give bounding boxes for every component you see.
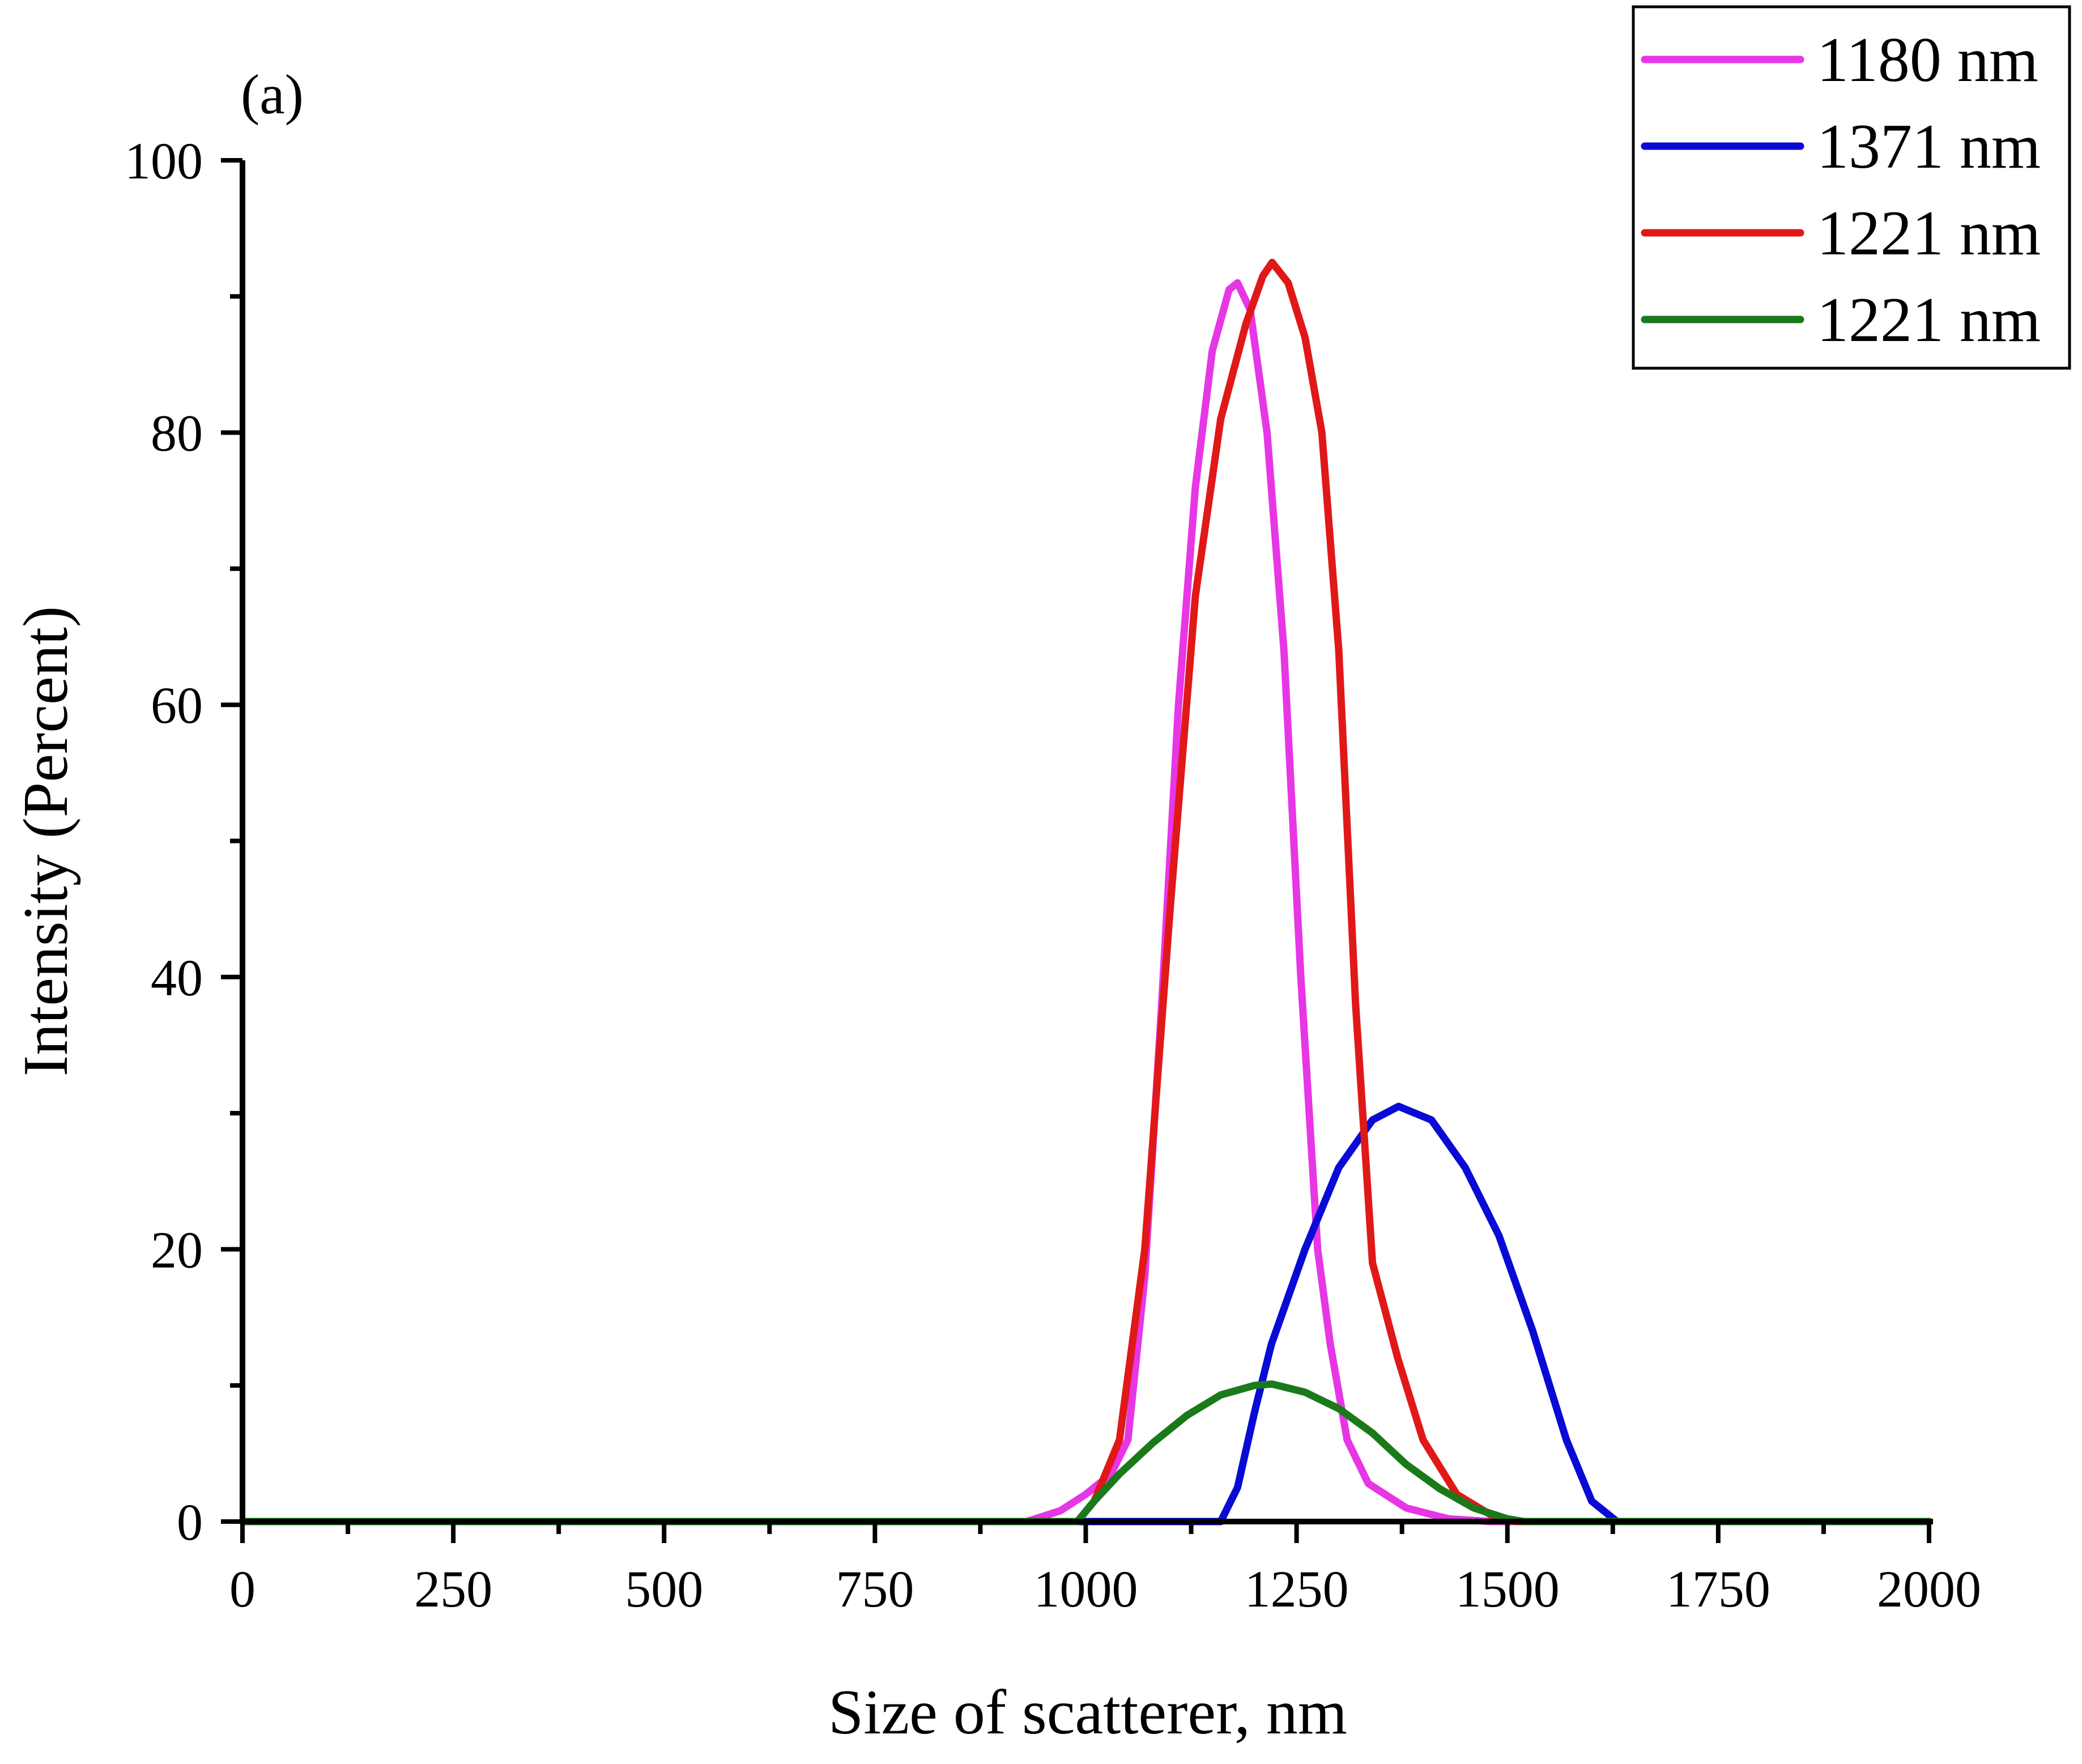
- x-tick-label: 1250: [1245, 1560, 1349, 1618]
- x-tick-label: 2000: [1877, 1560, 1981, 1618]
- y-axis-title: Intensity (Percent): [11, 606, 81, 1076]
- series-layer: [239, 258, 1933, 1526]
- x-tick-label: 250: [414, 1560, 492, 1618]
- panel-label: (a): [241, 63, 304, 126]
- x-tick-label: 1750: [1666, 1560, 1770, 1618]
- series-line-4: [239, 1380, 1933, 1526]
- x-tick-label: 500: [625, 1560, 703, 1618]
- x-tick-label: 1000: [1034, 1560, 1138, 1618]
- x-tick-label: 0: [229, 1560, 256, 1618]
- tick-layer: 0 250 500 750 1000 1250 1500 1750 2000 0 20 40 60 80 1…: [125, 132, 1981, 1618]
- series-line-1: [239, 279, 1933, 1526]
- y-tick-label: 0: [177, 1493, 203, 1551]
- y-tick-label: 20: [151, 1221, 203, 1279]
- series-line-2: [239, 1102, 1933, 1526]
- x-tick-label: 750: [836, 1560, 914, 1618]
- legend-label-2: 1371 nm: [1817, 112, 2041, 182]
- y-tick-label: 40: [151, 949, 203, 1007]
- legend-label-1: 1180 nm: [1817, 25, 2038, 95]
- series-line-3: [239, 258, 1933, 1526]
- x-tick-label: 1500: [1455, 1560, 1560, 1618]
- y-tick-label: 80: [151, 404, 203, 462]
- legend: 1180 nm 1371 nm 1221 nm 1221 nm: [1632, 5, 2071, 370]
- x-axis-title: Size of scatterer, nm: [828, 1677, 1347, 1748]
- y-tick-label: 100: [125, 132, 203, 190]
- y-tick-label: 60: [151, 676, 203, 734]
- legend-box: [1632, 5, 2071, 370]
- legend-label-4: 1221 nm: [1817, 285, 2041, 355]
- legend-label-3: 1221 nm: [1817, 198, 2041, 269]
